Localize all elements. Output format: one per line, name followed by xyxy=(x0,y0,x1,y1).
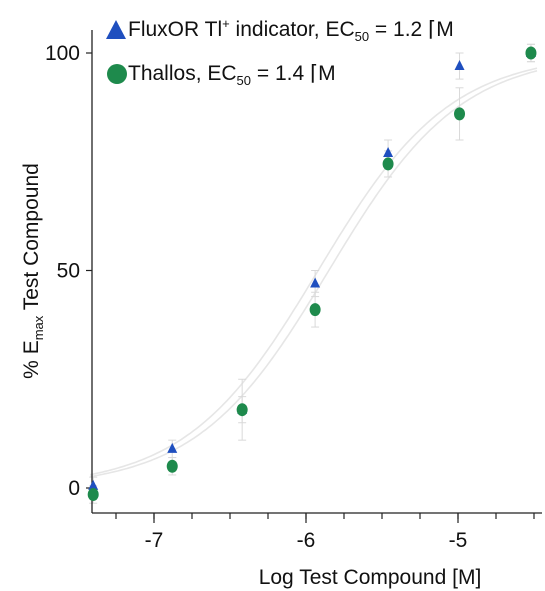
y-tick-label: 100 xyxy=(45,42,80,65)
legend-fluxor-sup: + xyxy=(222,16,230,31)
fit-curve xyxy=(90,67,538,476)
legend-fluxor-sub: 50 xyxy=(355,29,369,44)
legend-item-fluxor: FluxOR Tl+ indicator, EC50 = 1.2 ⌈M xyxy=(106,16,454,44)
legend-fluxor-post: = 1.2 ⌈M xyxy=(369,18,454,41)
circle-point xyxy=(382,157,394,171)
circle-point xyxy=(236,403,248,417)
triangle-point xyxy=(310,277,321,288)
triangle-point xyxy=(167,442,178,453)
error-bars xyxy=(89,43,535,504)
circle-point xyxy=(309,303,321,317)
legend-item-thallos: Thallos, EC50 = 1.4 ⌈M xyxy=(107,62,336,88)
y-axis-title-sub: max xyxy=(31,315,46,340)
y-tick-label: 0 xyxy=(68,477,80,500)
y-tick-label: 50 xyxy=(57,260,80,283)
triangle-point xyxy=(454,60,465,71)
triangle-point xyxy=(383,147,394,158)
x-tick-label: -7 xyxy=(145,529,164,552)
legend-marker-circle xyxy=(107,64,127,84)
legend-fluxor-mid: indicator, EC xyxy=(230,18,355,41)
legend: FluxOR Tl+ indicator, EC50 = 1.2 ⌈M Thal… xyxy=(106,16,454,88)
x-tick-label: -5 xyxy=(449,529,468,552)
x-tick-label: -6 xyxy=(297,529,316,552)
axis-ticks: 0 50 100 -7 -6 -5 xyxy=(45,42,535,552)
axes xyxy=(91,30,542,514)
x-axis-title: Log Test Compound [M] xyxy=(259,566,482,589)
circle-point xyxy=(454,107,466,121)
circle-point xyxy=(87,488,99,502)
circle-point xyxy=(166,459,178,473)
y-axis-title: % Emax Test Compound xyxy=(20,163,46,379)
data-points xyxy=(87,46,537,502)
legend-thallos-sub: 50 xyxy=(237,73,251,88)
legend-thallos-pre: Thallos, EC xyxy=(128,62,237,85)
fit-curves xyxy=(90,67,538,478)
y-axis-title-rest: Test Compound xyxy=(20,163,43,316)
legend-label-thallos: Thallos, EC50 = 1.4 ⌈M xyxy=(128,62,336,88)
circle-point xyxy=(525,46,537,60)
legend-fluxor-pre: FluxOR Tl xyxy=(128,18,222,41)
y-axis-title-main: % E xyxy=(20,340,43,379)
triangle-point xyxy=(88,479,99,490)
fit-curve xyxy=(90,70,538,478)
legend-label-fluxor: FluxOR Tl+ indicator, EC50 = 1.2 ⌈M xyxy=(128,16,454,44)
legend-marker-triangle xyxy=(106,20,126,39)
legend-thallos-post: = 1.4 ⌈M xyxy=(251,62,336,85)
